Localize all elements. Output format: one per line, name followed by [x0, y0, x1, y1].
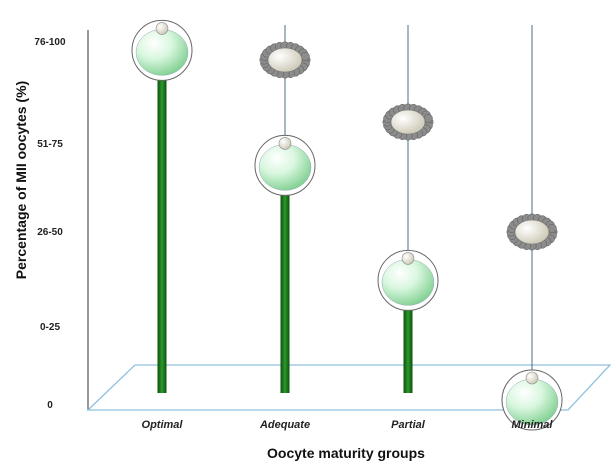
x-tick-label: Minimal	[512, 419, 554, 431]
mature-oocyte-icon	[254, 134, 316, 196]
mature-oocyte-icon	[501, 369, 563, 431]
y-tick-label: 76-100	[34, 37, 66, 48]
y-tick-label: 0	[47, 400, 53, 411]
mature-oocyte-icon	[131, 19, 193, 81]
y-tick-labels: 0 0-25 26-50 51-75 76-100	[34, 37, 66, 411]
x-axis-title: Oocyte maturity groups	[267, 445, 425, 461]
lollipop-stem	[280, 136, 290, 393]
mature-oocyte-icon	[377, 249, 439, 311]
x-tick-label: Partial	[391, 419, 426, 431]
lollipop-stem	[403, 251, 413, 393]
immature-oocyte-icon	[259, 41, 311, 79]
x-tick-label: Optimal	[142, 419, 184, 431]
lollipop-stem	[157, 21, 167, 394]
y-tick-label: 51-75	[37, 139, 63, 150]
x-tick-label: Adequate	[259, 419, 310, 431]
y-tick-label: 0-25	[40, 322, 60, 333]
lollipop-series	[131, 19, 563, 431]
x-tick-labels: Optimal Adequate Partial Minimal	[142, 419, 554, 431]
immature-oocyte-icon	[506, 213, 558, 251]
y-tick-label: 26-50	[37, 227, 63, 238]
immature-oocyte-icon	[382, 103, 434, 141]
y-axis-title: Percentage of MII oocytes (%)	[13, 81, 29, 279]
floor-plane	[86, 364, 612, 411]
